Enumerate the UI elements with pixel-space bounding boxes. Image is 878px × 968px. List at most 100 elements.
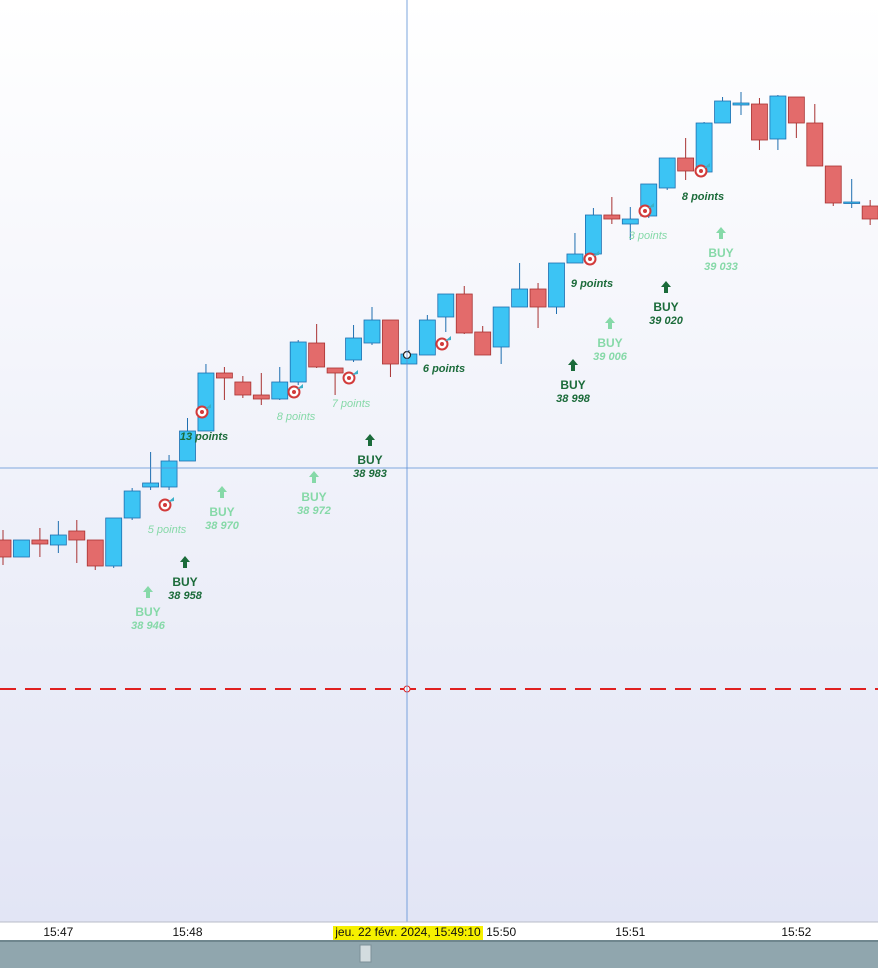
candle-body: [492, 306, 510, 348]
target-dart: [168, 497, 174, 502]
signal-label: BUY: [560, 378, 585, 392]
signal-price: 39 033: [704, 261, 738, 273]
candle-body: [326, 367, 344, 374]
signal-arrow: [217, 486, 227, 498]
signal-label: BUY: [708, 246, 733, 260]
signal-arrow: [568, 359, 578, 371]
candle-body: [49, 534, 67, 546]
candle-body: [105, 517, 123, 567]
candle-body: [455, 293, 473, 334]
candle-body: [474, 331, 492, 356]
candle-body: [861, 205, 878, 220]
signal-price: 38 958: [168, 590, 203, 602]
signal-label: BUY: [653, 300, 678, 314]
signal-label: BUY: [357, 453, 382, 467]
x-tick-label: 15:51: [615, 925, 645, 939]
candle-body: [142, 482, 160, 488]
candle-body: [787, 96, 805, 124]
candle-body: [566, 253, 584, 264]
target-center: [200, 410, 204, 414]
target-center: [588, 257, 592, 261]
target-dart: [648, 203, 654, 208]
candle-body: [806, 122, 824, 167]
candle-body: [215, 372, 233, 379]
target-center: [440, 342, 444, 346]
x-tick-label: 15:52: [781, 925, 811, 939]
candle-body: [234, 381, 252, 396]
candle-body: [31, 539, 49, 545]
candle-body: [621, 218, 639, 225]
plot-background: [0, 0, 878, 922]
signal-label: BUY: [301, 490, 326, 504]
signal-price: 38 946: [131, 620, 166, 632]
crosshair-label: jeu. 22 févr. 2024, 15:49:10: [334, 925, 481, 939]
points-label: 6 points: [423, 363, 465, 375]
candle-body: [0, 539, 12, 558]
candle-body: [585, 214, 602, 255]
candle-body: [769, 95, 787, 140]
candle-body: [271, 381, 289, 400]
candle-body: [529, 288, 547, 308]
target-dart: [297, 384, 303, 389]
signal-price: 39 020: [649, 315, 684, 327]
signal-label: BUY: [209, 505, 234, 519]
target-dart: [445, 336, 451, 341]
candle-body: [123, 490, 141, 519]
signal-price: 38 998: [556, 393, 591, 405]
signal-label: BUY: [172, 575, 197, 589]
signal-arrow: [605, 317, 615, 329]
target-center: [699, 169, 703, 173]
target-dart: [704, 163, 710, 168]
candle-body: [382, 319, 399, 365]
points-label: 9 points: [571, 278, 613, 290]
signal-label: BUY: [597, 336, 622, 350]
scrollbar-handle[interactable]: [359, 944, 372, 963]
points-label: 8 points: [277, 411, 316, 423]
candle-body: [363, 319, 381, 344]
target-center: [643, 209, 647, 213]
scrollbar[interactable]: [0, 940, 878, 968]
signal-arrow: [180, 556, 190, 568]
x-tick-label: 15:48: [172, 925, 202, 939]
candle-body: [13, 539, 30, 558]
candle-body: [252, 394, 270, 400]
crosshair-label-box: [333, 926, 483, 940]
signal-label: BUY: [135, 605, 160, 619]
signal-arrow: [365, 434, 375, 446]
points-label: 7 points: [332, 398, 371, 410]
candle-body: [418, 319, 436, 356]
target-dart: [593, 251, 599, 256]
signal-price: 38 972: [297, 505, 331, 517]
candle-body: [824, 165, 842, 204]
points-label: 8 points: [682, 191, 724, 203]
candle-body: [603, 214, 621, 220]
signal-price: 38 983: [353, 468, 387, 480]
candle-body: [511, 288, 529, 308]
candle-body: [677, 157, 695, 172]
signal-price: 38 970: [205, 520, 240, 532]
signal-arrow: [716, 227, 726, 239]
signal-arrow: [309, 471, 319, 483]
candle-body: [714, 100, 731, 124]
candle-body: [843, 201, 861, 204]
candle-body: [86, 539, 104, 567]
scrollbar-edge: [0, 940, 878, 942]
target-center: [347, 376, 351, 380]
candle-body: [437, 293, 455, 318]
candle-body: [68, 530, 86, 541]
candle-body: [289, 341, 307, 383]
candle-body: [658, 157, 676, 189]
signal-price: 39 006: [593, 351, 628, 363]
signal-arrow: [143, 586, 153, 598]
candle-body: [548, 262, 565, 308]
points-label: 5 points: [148, 524, 187, 536]
candle-body: [308, 342, 326, 368]
candle-body: [179, 430, 196, 462]
target-dart: [205, 404, 211, 409]
candle-body: [751, 103, 768, 141]
x-tick-label: 15:47: [43, 925, 73, 939]
candle-body: [197, 372, 215, 432]
